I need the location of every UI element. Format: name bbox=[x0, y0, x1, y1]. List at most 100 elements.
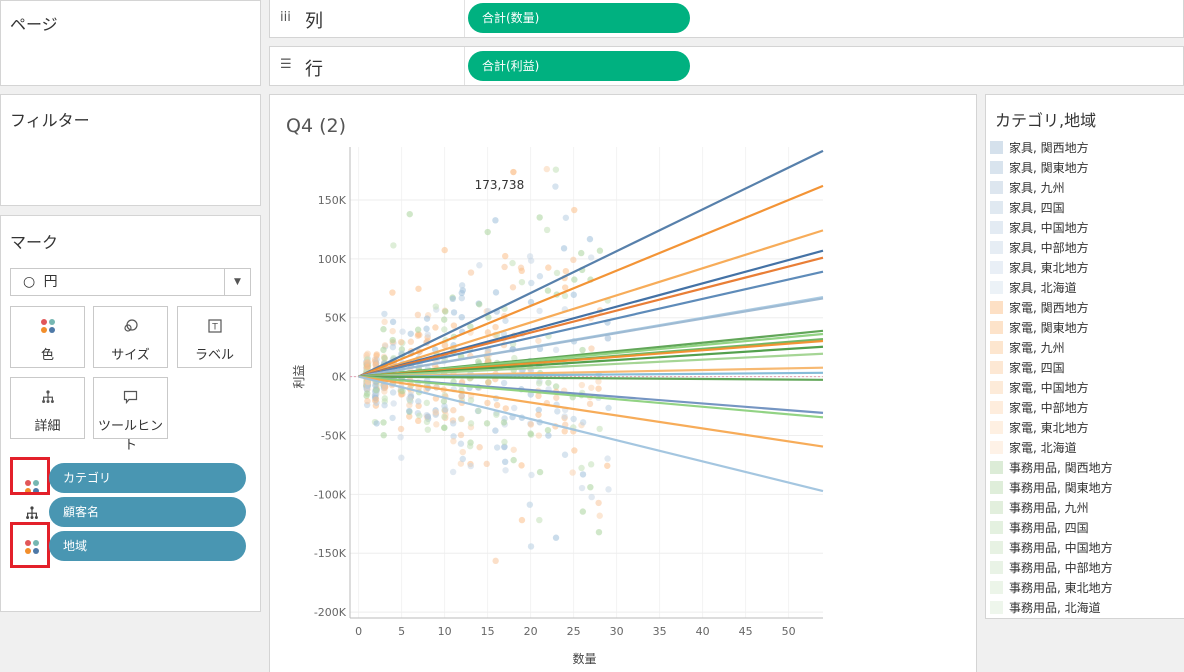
scatter-point[interactable] bbox=[570, 291, 577, 298]
scatter-point[interactable] bbox=[466, 442, 474, 450]
scatter-point[interactable] bbox=[578, 484, 586, 492]
scatter-point[interactable] bbox=[442, 406, 449, 413]
scatter-point[interactable] bbox=[560, 245, 568, 252]
scatter-point[interactable] bbox=[476, 444, 483, 451]
scatter-point[interactable] bbox=[485, 314, 492, 321]
scatter-point[interactable] bbox=[372, 386, 380, 394]
scatter-point[interactable] bbox=[536, 273, 544, 280]
scatter-point[interactable] bbox=[535, 337, 542, 344]
scatter-point[interactable] bbox=[552, 383, 560, 390]
scatter-point[interactable] bbox=[458, 392, 465, 400]
scatter-point[interactable] bbox=[450, 407, 457, 414]
detail-button[interactable]: 詳細 bbox=[10, 377, 85, 439]
scatter-point[interactable] bbox=[588, 384, 595, 391]
scatter-point[interactable] bbox=[441, 326, 448, 333]
scatter-point[interactable] bbox=[389, 343, 397, 351]
scatter-point[interactable] bbox=[467, 323, 474, 330]
scatter-point[interactable] bbox=[484, 399, 491, 407]
scatter-point[interactable] bbox=[543, 226, 551, 234]
scatter-point[interactable] bbox=[415, 331, 422, 338]
scatter-point[interactable] bbox=[450, 420, 457, 427]
scatter-point[interactable] bbox=[527, 257, 535, 264]
scatter-point[interactable] bbox=[381, 310, 388, 318]
scatter-point[interactable] bbox=[423, 315, 431, 322]
scatter-point[interactable] bbox=[527, 298, 535, 306]
scatter-point[interactable] bbox=[501, 443, 508, 451]
scatter-point[interactable] bbox=[467, 269, 475, 276]
scatter-point[interactable] bbox=[397, 433, 404, 441]
scatter-point[interactable] bbox=[380, 346, 387, 354]
scatter-point[interactable] bbox=[373, 420, 380, 427]
scatter-point[interactable] bbox=[578, 464, 585, 472]
scatter-point[interactable] bbox=[544, 287, 552, 294]
scatter-point[interactable] bbox=[458, 294, 465, 302]
scatter-point[interactable] bbox=[475, 358, 482, 365]
scatter-point[interactable] bbox=[423, 325, 430, 332]
scatter-point[interactable] bbox=[596, 512, 603, 519]
scatter-point[interactable] bbox=[475, 407, 482, 415]
scatter-point[interactable] bbox=[364, 397, 371, 405]
scatter-point[interactable] bbox=[502, 405, 509, 412]
scatter-point[interactable] bbox=[552, 183, 559, 190]
columns-shelf[interactable]: iii 列 合計(数量) bbox=[269, 0, 1184, 38]
scatter-point[interactable] bbox=[381, 384, 389, 392]
scatter-point[interactable] bbox=[509, 284, 517, 291]
scatter-point[interactable] bbox=[467, 462, 474, 470]
scatter-point[interactable] bbox=[457, 440, 465, 447]
scatter-point[interactable] bbox=[441, 413, 448, 421]
scatter-point[interactable] bbox=[536, 307, 543, 315]
scatter-point[interactable] bbox=[500, 419, 508, 426]
scatter-point[interactable] bbox=[389, 327, 396, 335]
scatter-point[interactable] bbox=[363, 390, 371, 397]
scatter-point[interactable] bbox=[416, 412, 423, 419]
scatter-point[interactable] bbox=[390, 400, 397, 407]
scatter-point[interactable] bbox=[501, 438, 508, 446]
color-button[interactable]: 色 bbox=[10, 306, 85, 368]
color-field-icon[interactable] bbox=[15, 471, 49, 501]
scatter-point[interactable] bbox=[414, 311, 422, 319]
scatter-point[interactable] bbox=[406, 407, 413, 415]
scatter-point[interactable] bbox=[518, 462, 525, 469]
scatter-point[interactable] bbox=[476, 262, 483, 269]
scatter-point[interactable] bbox=[364, 378, 372, 386]
scatter-point[interactable] bbox=[450, 433, 457, 440]
scatter-point[interactable] bbox=[587, 254, 595, 261]
scatter-point[interactable] bbox=[424, 426, 432, 433]
scatter-point[interactable] bbox=[595, 378, 602, 385]
scatter-point[interactable] bbox=[561, 284, 569, 291]
scatter-point[interactable] bbox=[424, 413, 432, 420]
label-button[interactable]: T ラベル bbox=[177, 306, 252, 368]
scatter-point[interactable] bbox=[380, 326, 387, 333]
scatter-point[interactable] bbox=[484, 379, 492, 386]
scatter-point[interactable] bbox=[397, 425, 405, 433]
pages-panel[interactable]: ページ bbox=[0, 0, 261, 86]
scatter-point[interactable] bbox=[528, 279, 535, 287]
scatter-point[interactable] bbox=[406, 210, 413, 218]
rows-shelf[interactable]: ☰ 行 合計(利益) bbox=[269, 46, 1184, 86]
scatter-point[interactable] bbox=[450, 322, 458, 329]
scatter-point[interactable] bbox=[588, 493, 595, 501]
scatter-point[interactable] bbox=[605, 404, 612, 412]
scatter-point[interactable] bbox=[467, 420, 475, 427]
scatter-point[interactable] bbox=[423, 399, 431, 407]
scatter-chart[interactable]: 150K 100K 50K 0K -50K -100K -150K -200K 0 5 10 15 20… bbox=[270, 95, 976, 672]
scatter-point[interactable] bbox=[527, 430, 534, 437]
color-field-icon-2[interactable] bbox=[15, 531, 49, 561]
scatter-point[interactable] bbox=[492, 289, 500, 296]
scatter-point[interactable] bbox=[449, 295, 456, 303]
scatter-point[interactable] bbox=[432, 408, 439, 416]
scatter-point[interactable] bbox=[372, 382, 379, 389]
scatter-point[interactable] bbox=[561, 413, 568, 420]
scatter-point[interactable] bbox=[561, 428, 568, 435]
scatter-point[interactable] bbox=[373, 352, 380, 359]
scatter-point[interactable] bbox=[492, 427, 499, 434]
scatter-point[interactable] bbox=[414, 417, 422, 425]
scatter-point[interactable] bbox=[399, 387, 406, 395]
category-field-pill[interactable]: カテゴリ bbox=[49, 463, 246, 493]
scatter-point[interactable] bbox=[406, 413, 413, 420]
scatter-point[interactable] bbox=[605, 486, 612, 493]
scatter-point[interactable] bbox=[458, 289, 465, 297]
scatter-point[interactable] bbox=[578, 249, 585, 257]
scatter-point[interactable] bbox=[596, 247, 604, 254]
scatter-point[interactable] bbox=[595, 528, 603, 536]
